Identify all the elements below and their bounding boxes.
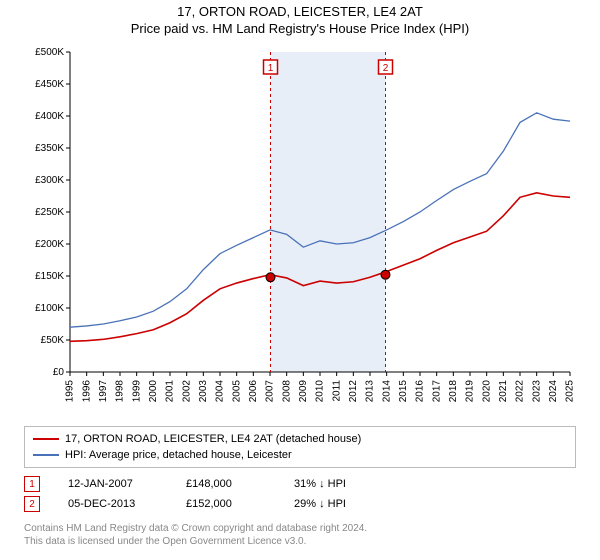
svg-text:2: 2 [383, 63, 389, 74]
svg-text:2009: 2009 [298, 380, 309, 403]
legend-swatch [33, 454, 59, 456]
svg-text:1997: 1997 [98, 380, 109, 403]
svg-text:2007: 2007 [265, 380, 276, 403]
svg-text:2017: 2017 [431, 380, 442, 403]
svg-text:2010: 2010 [315, 380, 326, 403]
chart-svg: £0 £50K £100K £150K £200K £250K £300K £350K £400… [20, 42, 580, 422]
svg-text:£100K: £100K [35, 303, 64, 314]
svg-text:£0: £0 [53, 367, 65, 378]
svg-text:£250K: £250K [35, 207, 64, 218]
svg-text:1: 1 [268, 63, 274, 74]
svg-text:2021: 2021 [498, 380, 509, 403]
svg-text:1995: 1995 [65, 380, 76, 403]
sale-delta: 31% ↓ HPI [294, 478, 346, 490]
svg-text:2008: 2008 [281, 380, 292, 403]
sales-table: 1 12-JAN-2007 £148,000 31% ↓ HPI 2 05-DE… [24, 474, 576, 514]
svg-text:2013: 2013 [365, 380, 376, 403]
svg-text:2020: 2020 [481, 380, 492, 403]
svg-text:2012: 2012 [348, 380, 359, 403]
svg-text:2002: 2002 [181, 380, 192, 403]
svg-text:£150K: £150K [35, 271, 64, 282]
svg-text:2006: 2006 [248, 380, 259, 403]
legend: 17, ORTON ROAD, LEICESTER, LE4 2AT (deta… [24, 426, 576, 468]
svg-text:£450K: £450K [35, 79, 64, 90]
svg-text:2003: 2003 [198, 380, 209, 403]
svg-text:1998: 1998 [115, 380, 126, 403]
svg-text:2001: 2001 [165, 380, 176, 403]
titles-block: 17, ORTON ROAD, LEICESTER, LE4 2AT Price… [0, 0, 600, 36]
svg-text:2000: 2000 [148, 380, 159, 403]
footer-line: This data is licensed under the Open Gov… [24, 535, 576, 548]
svg-text:1996: 1996 [81, 380, 92, 403]
sale-price: £148,000 [186, 478, 266, 490]
svg-text:2024: 2024 [548, 380, 559, 403]
svg-text:£350K: £350K [35, 143, 64, 154]
svg-text:2005: 2005 [231, 380, 242, 403]
svg-text:£500K: £500K [35, 47, 64, 58]
svg-text:2025: 2025 [565, 380, 576, 403]
footer-line: Contains HM Land Registry data © Crown c… [24, 522, 576, 535]
svg-text:2014: 2014 [381, 380, 392, 403]
svg-text:2015: 2015 [398, 380, 409, 403]
svg-text:£50K: £50K [41, 335, 65, 346]
chart-subtitle: Price paid vs. HM Land Registry's House … [0, 21, 600, 36]
sale-date: 12-JAN-2007 [68, 478, 158, 490]
svg-text:2016: 2016 [415, 380, 426, 403]
legend-label: 17, ORTON ROAD, LEICESTER, LE4 2AT (deta… [65, 433, 361, 445]
chart-title: 17, ORTON ROAD, LEICESTER, LE4 2AT [0, 4, 600, 19]
svg-text:£400K: £400K [35, 111, 64, 122]
legend-label: HPI: Average price, detached house, Leic… [65, 449, 292, 461]
svg-text:2019: 2019 [465, 380, 476, 403]
svg-text:2018: 2018 [448, 380, 459, 403]
sale-badge: 1 [24, 476, 40, 492]
sale-badge-num: 2 [29, 499, 35, 510]
table-row: 2 05-DEC-2013 £152,000 29% ↓ HPI [24, 494, 576, 514]
svg-text:£200K: £200K [35, 239, 64, 250]
sale-date: 05-DEC-2013 [68, 498, 158, 510]
sale-delta: 29% ↓ HPI [294, 498, 346, 510]
svg-text:£300K: £300K [35, 175, 64, 186]
svg-text:2023: 2023 [531, 380, 542, 403]
svg-text:1999: 1999 [131, 380, 142, 403]
legend-row: 17, ORTON ROAD, LEICESTER, LE4 2AT (deta… [33, 431, 567, 447]
sale-price: £152,000 [186, 498, 266, 510]
sale-badge: 2 [24, 496, 40, 512]
svg-text:2011: 2011 [331, 380, 342, 402]
legend-swatch [33, 438, 59, 440]
chart-area: £0 £50K £100K £150K £200K £250K £300K £350K £400… [20, 42, 580, 422]
page: 17, ORTON ROAD, LEICESTER, LE4 2AT Price… [0, 0, 600, 560]
legend-row: HPI: Average price, detached house, Leic… [33, 447, 567, 463]
svg-text:2004: 2004 [215, 380, 226, 403]
footer: Contains HM Land Registry data © Crown c… [24, 522, 576, 548]
table-row: 1 12-JAN-2007 £148,000 31% ↓ HPI [24, 474, 576, 494]
svg-text:2022: 2022 [515, 380, 526, 403]
sale-badge-num: 1 [29, 479, 35, 490]
